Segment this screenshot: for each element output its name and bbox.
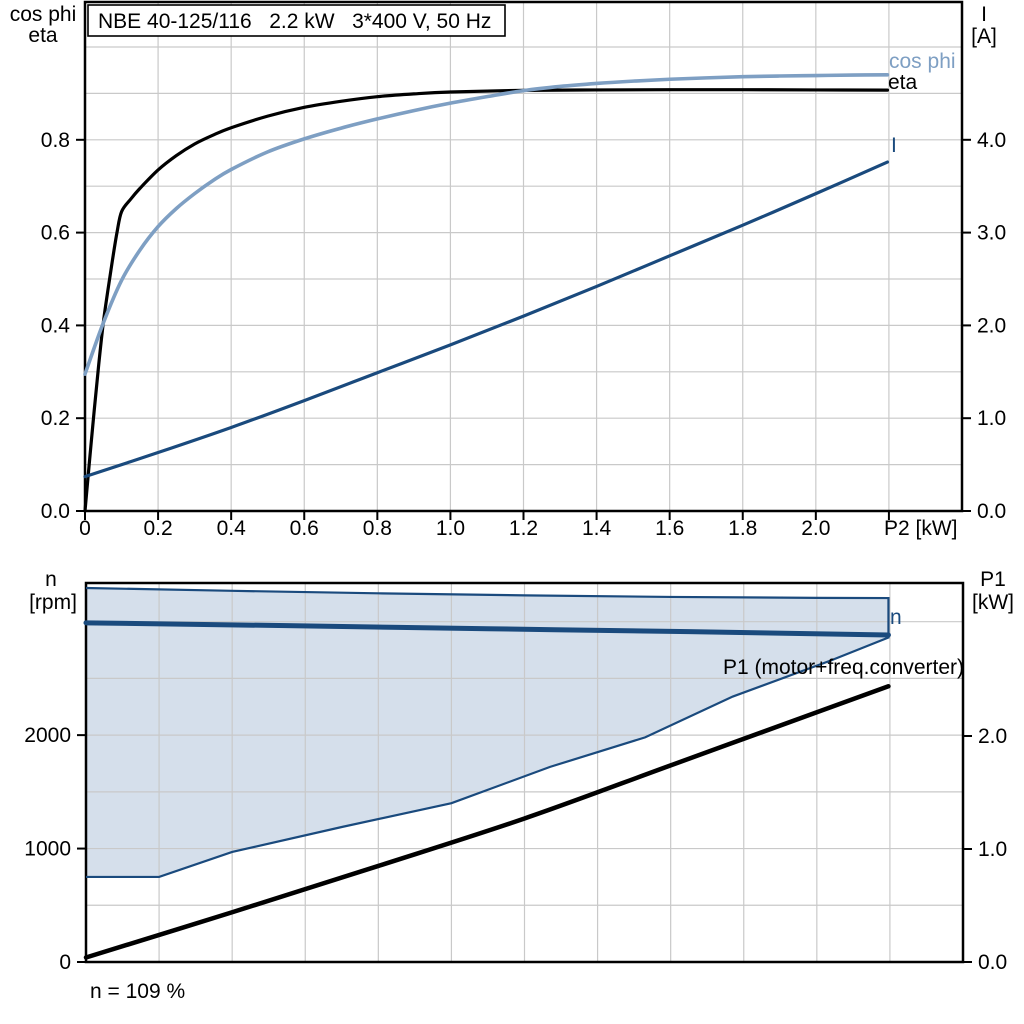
x-axis-tick-label: 0.8 — [363, 517, 392, 540]
x-axis-tick-label: 0.6 — [290, 517, 319, 540]
left-axis-tick-label: 2000 — [24, 724, 71, 747]
series-eta-curve — [83, 88, 890, 513]
bottom-right-axis-title-p1: P1 — [980, 568, 1006, 591]
x-axis-tick-label: 0 — [79, 517, 91, 540]
x-axis-tick-label: 1.0 — [436, 517, 465, 540]
bottom-chart: 0 1000 2000 0.0 1.0 2.0 — [24, 581, 1007, 974]
left-axis-tick-label: 0.8 — [41, 129, 70, 152]
left-axis-tick-label: 1000 — [24, 838, 71, 861]
speed-range-band-edge — [85, 586, 890, 879]
top-right-axis-title-ampere-unit: [A] — [971, 25, 997, 48]
top-left-axis-title-eta: eta — [28, 24, 58, 47]
top-chart-frame — [83, 0, 964, 513]
series-i-curve — [83, 160, 890, 479]
chart-title-box — [87, 4, 506, 37]
current-curve-label: I — [891, 134, 897, 157]
bottom-chart-gridlines — [86, 583, 963, 962]
top-chart-gridlines — [85, 2, 962, 511]
bottom-left-axis-title-rpm-unit: [rpm] — [29, 591, 77, 614]
left-axis-tick-label: 0 — [59, 951, 71, 974]
speed-curve-label: n — [890, 606, 902, 629]
right-axis-tick-label: 2.0 — [978, 725, 1007, 748]
bottom-chart-tick-labels: 0 1000 2000 0.0 1.0 2.0 — [24, 724, 1007, 974]
series-p1-motor-freq-converter-curve — [83, 684, 891, 960]
top-chart-tick-labels: 0.0 0.2 0.4 0.6 0.8 0.0 1.0 2.0 3.0 4.0 0 0.2 0.4 0.6… — [41, 129, 1006, 540]
top-left-axis-title-cos-phi: cos phi — [10, 3, 77, 26]
top-chart: 0.0 0.2 0.4 0.6 0.8 0.0 1.0 2.0 3.0 4.0 0 0.2 0.4 0.6… — [41, 0, 1006, 540]
eta-curve-label: eta — [888, 71, 918, 94]
x-axis-tick-label: 0.4 — [217, 517, 247, 540]
bottom-right-axis-title-kw-unit: [kW] — [972, 591, 1014, 614]
x-axis-tick-label: 2.0 — [801, 517, 830, 540]
right-axis-tick-label: 3.0 — [977, 222, 1006, 245]
p1-curve-label: P1 (motor+freq.converter) — [723, 656, 964, 679]
speed-range-band-fill — [86, 587, 889, 877]
left-axis-tick-label: 0.4 — [41, 314, 71, 337]
left-axis-tick-label: 0.0 — [41, 500, 70, 523]
bottom-left-axis-title-n: n — [45, 568, 57, 591]
series-n-curve — [83, 620, 891, 638]
x-axis-tick-label: 1.4 — [582, 517, 612, 540]
top-x-axis-title: P2 [kW] — [884, 517, 958, 540]
x-axis-tick-label: 0.2 — [143, 517, 172, 540]
series-cos-phi-curve — [83, 73, 890, 376]
x-axis-tick-label: 1.2 — [509, 517, 538, 540]
bottom-chart-frame — [84, 581, 965, 964]
x-axis-tick-label: 1.8 — [728, 517, 757, 540]
right-axis-tick-label: 0.0 — [978, 951, 1007, 974]
x-axis-tick-label: 1.6 — [655, 517, 684, 540]
left-axis-tick-label: 0.2 — [41, 407, 70, 430]
top-chart-ticks — [76, 138, 971, 520]
right-axis-tick-label: 4.0 — [977, 129, 1006, 152]
top-right-axis-title-current: I — [981, 3, 987, 26]
right-axis-tick-label: 1.0 — [978, 838, 1007, 861]
speed-percentage-note: n = 109 % — [90, 980, 185, 1003]
left-axis-tick-label: 0.6 — [41, 222, 70, 245]
right-axis-tick-label: 0.0 — [977, 500, 1006, 523]
cos-phi-curve-label: cos phi — [889, 50, 956, 73]
right-axis-tick-label: 2.0 — [977, 314, 1006, 337]
right-axis-tick-label: 1.0 — [977, 407, 1006, 430]
bottom-chart-ticks — [77, 734, 972, 963]
chart-title: NBE 40-125/116 2.2 kW 3*400 V, 50 Hz — [98, 10, 491, 33]
charts-graphics: 0.0 0.2 0.4 0.6 0.8 0.0 1.0 2.0 3.0 4.0 0 0.2 0.4 0.6… — [24, 0, 1007, 974]
